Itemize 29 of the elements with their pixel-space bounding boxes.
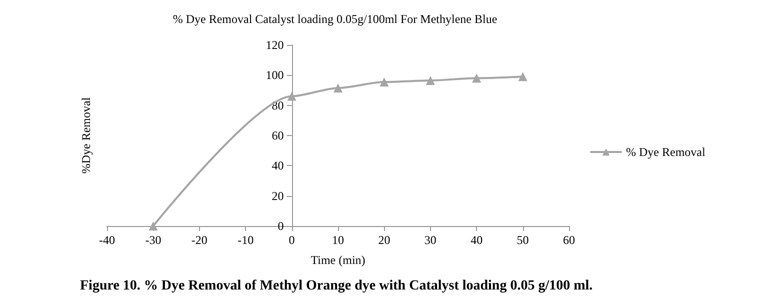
y-tick-label: 60 (272, 128, 284, 142)
y-tick-label: 40 (272, 158, 284, 173)
y-tick-label: 120 (266, 38, 284, 52)
legend-label: % Dye Removal (626, 145, 706, 159)
x-axis-title: Time (min) (310, 253, 366, 267)
point (518, 72, 528, 82)
caption: Figure 10. % Dye Removal of Methyl Orange dye with Catalyst loading 0.05 g/100 ml. (80, 278, 593, 294)
point (287, 92, 296, 101)
x-tick-label: -30 (145, 233, 162, 247)
point (472, 74, 482, 83)
x-tick-label: 30 (424, 233, 436, 247)
point (426, 76, 435, 85)
x-tick-label: 0 (288, 233, 295, 247)
x-tick-label: 50 (516, 233, 529, 247)
x-tick-label: -10 (238, 233, 254, 247)
x-tick-label: 60 (563, 233, 575, 247)
x-tick-label: -40 (99, 233, 115, 247)
x-tick-label: -20 (191, 233, 208, 247)
x-tick-label: 40 (470, 233, 483, 247)
y-tick-label: 100 (266, 68, 284, 82)
x-tick-label: 20 (378, 233, 390, 247)
point (148, 222, 158, 230)
y-axis-title: %Dye Removal (79, 96, 93, 174)
point (334, 83, 342, 92)
x-tick-label: 10 (332, 233, 344, 247)
y-tick-label: 0 (278, 219, 284, 233)
point (380, 77, 389, 86)
y-tick-label: 20 (272, 188, 284, 203)
chart-title: % Dye Removal Catalyst loading 0.05g/100ml For Methylene Blue (172, 12, 498, 26)
